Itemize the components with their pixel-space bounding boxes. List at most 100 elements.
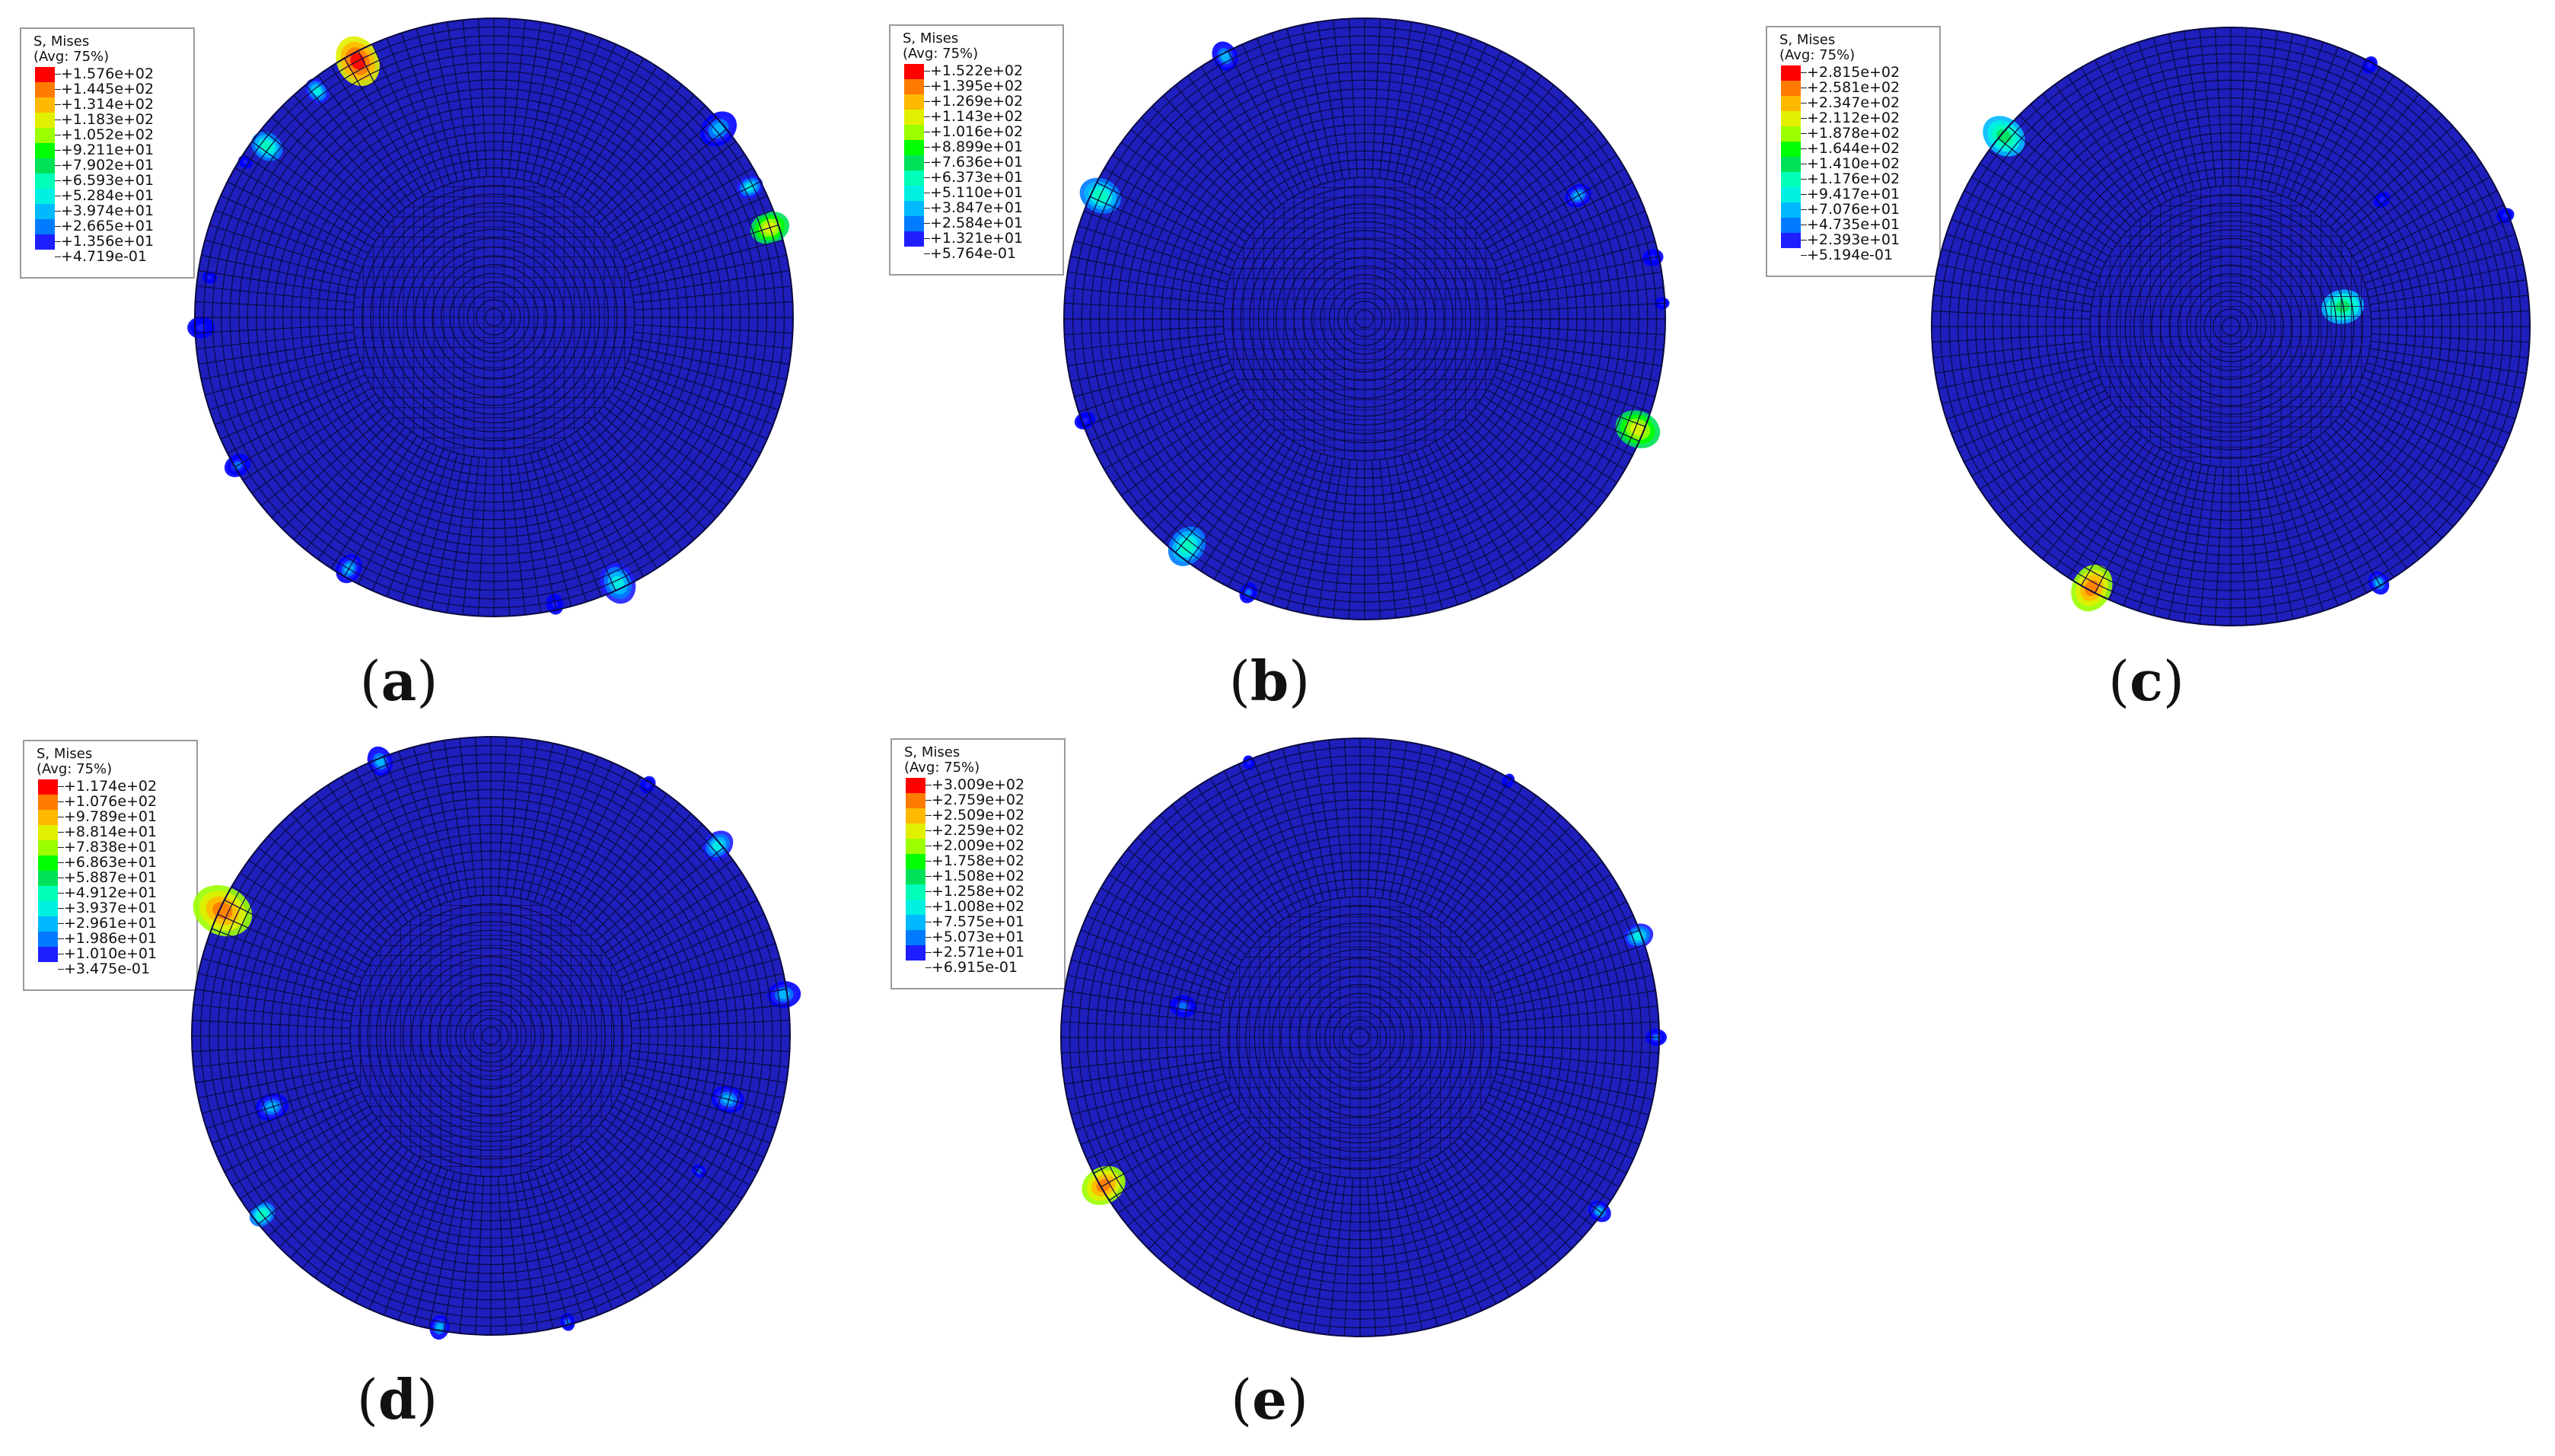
legend-value: +5.284e+01 <box>61 187 155 204</box>
legend-tick <box>925 830 932 831</box>
legend-tick <box>924 208 930 209</box>
mesh-spoke <box>626 1072 780 1114</box>
mesh-spoke <box>343 438 425 577</box>
mesh-spoke <box>290 813 397 932</box>
mesh-spoke <box>519 743 554 899</box>
mesh-spoke <box>612 1105 750 1187</box>
mesh-spoke <box>1074 355 1228 397</box>
mesh-spoke <box>498 1176 508 1335</box>
mesh-spoke <box>282 105 395 218</box>
mesh-spoke <box>2356 390 2498 463</box>
mesh-spoke <box>1499 225 1651 276</box>
mesh-spoke <box>629 239 783 282</box>
mesh-spoke <box>1403 753 1454 904</box>
legend-tick <box>925 876 932 877</box>
legend-value: +3.475e-01 <box>64 961 151 977</box>
legend-value: +4.912e+01 <box>64 884 158 901</box>
mesh-spoke <box>1938 355 2094 390</box>
mesh-spoke <box>1071 959 1225 1002</box>
mesh-spoke <box>428 1173 463 1329</box>
mesh-spoke <box>1496 1073 1649 1116</box>
mesh-spoke <box>1459 1136 1572 1250</box>
legend-swatch <box>38 871 58 886</box>
legend-value: +1.183e+02 <box>61 111 155 128</box>
legend-tick <box>58 938 64 939</box>
caption-letter: a <box>381 648 417 713</box>
mesh-spoke <box>462 457 480 615</box>
mesh-spoke <box>1343 738 1353 897</box>
legend-swatch <box>904 170 924 186</box>
mesh-spoke <box>1213 58 1295 197</box>
mesh-spoke <box>1297 744 1332 900</box>
mesh-spoke <box>1200 66 1289 201</box>
mesh-spoke <box>2018 114 2132 228</box>
mesh-spoke <box>368 762 435 908</box>
mesh-spoke <box>550 43 616 190</box>
legend-value: +8.814e+01 <box>64 824 158 840</box>
caption-paren-open: ( <box>359 649 381 713</box>
legend-tick <box>925 967 932 968</box>
legend-colorbar <box>38 779 58 962</box>
mesh-spoke <box>1486 389 1626 470</box>
mesh-spoke <box>1174 84 1276 210</box>
mesh-spoke <box>611 154 745 241</box>
mesh-spoke <box>214 209 363 268</box>
legend-swatch <box>38 947 58 962</box>
mesh-spoke <box>1196 1155 1284 1289</box>
mesh-spoke <box>205 239 358 282</box>
mesh-spoke <box>355 769 428 911</box>
legend-tick <box>1801 179 1807 180</box>
mesh-spoke <box>1497 974 1653 1009</box>
mesh-spoke <box>1998 414 2122 515</box>
mesh-spoke <box>358 442 431 585</box>
legend-value: +1.508e+02 <box>932 868 1025 884</box>
mesh-spoke <box>1964 190 2106 263</box>
mesh-spoke <box>1483 155 1617 243</box>
mesh-spoke <box>268 835 387 942</box>
mesh-spoke <box>1469 849 1593 950</box>
mesh-spoke <box>560 1157 642 1295</box>
stress-hotspot <box>1247 760 1252 766</box>
mesh-spoke <box>1104 167 1243 249</box>
legend-value: +1.878e+02 <box>1807 125 1900 142</box>
mesh-spoke <box>508 20 526 178</box>
legend-value: +6.593e+01 <box>61 172 155 189</box>
mesh-spoke <box>593 416 706 530</box>
mesh-spoke <box>1499 1051 1658 1069</box>
mesh-spoke <box>630 1050 788 1068</box>
mesh-spoke <box>1075 1080 1227 1131</box>
mesh-spoke <box>627 224 779 275</box>
mesh-spoke <box>1252 1168 1311 1317</box>
legend-b: S, Mises (Avg: 75%) +1.522e+02 +1.395e+02 +1… <box>889 24 1064 276</box>
mesh-spoke <box>1933 295 2091 313</box>
mesh-spoke <box>1333 20 1351 179</box>
legend-tick <box>924 86 930 87</box>
mesh-spoke <box>1497 1066 1653 1101</box>
mesh-spoke <box>240 1112 374 1200</box>
mesh-spoke <box>1490 382 1633 456</box>
mesh-spoke <box>1499 362 1651 413</box>
mesh-spoke <box>2307 444 2394 578</box>
mesh-spoke <box>1196 786 1284 920</box>
mesh-spoke <box>1500 1021 1659 1031</box>
legend-swatch <box>906 839 925 854</box>
mesh-spoke <box>2238 27 2248 186</box>
legend-tick <box>55 256 61 257</box>
mesh-spoke <box>1429 778 1511 916</box>
caption-a: (a) <box>338 648 460 713</box>
mesh-spoke <box>1499 1005 1658 1024</box>
mesh-spoke <box>317 75 412 204</box>
mesh-spoke <box>1148 825 1261 938</box>
mesh-spoke <box>214 367 363 425</box>
mesh-spoke <box>2356 190 2498 263</box>
mesh-spoke <box>1064 302 1224 312</box>
legend-swatch <box>35 189 55 204</box>
mesh-spoke <box>1435 58 1516 197</box>
mesh-spoke <box>271 411 390 518</box>
mesh-spoke <box>530 28 572 182</box>
disc-outline <box>194 18 794 617</box>
mesh-spoke <box>446 21 473 179</box>
legend-swatch <box>904 125 924 140</box>
mesh-spoke <box>206 942 358 993</box>
legend-colorbar <box>35 67 55 250</box>
